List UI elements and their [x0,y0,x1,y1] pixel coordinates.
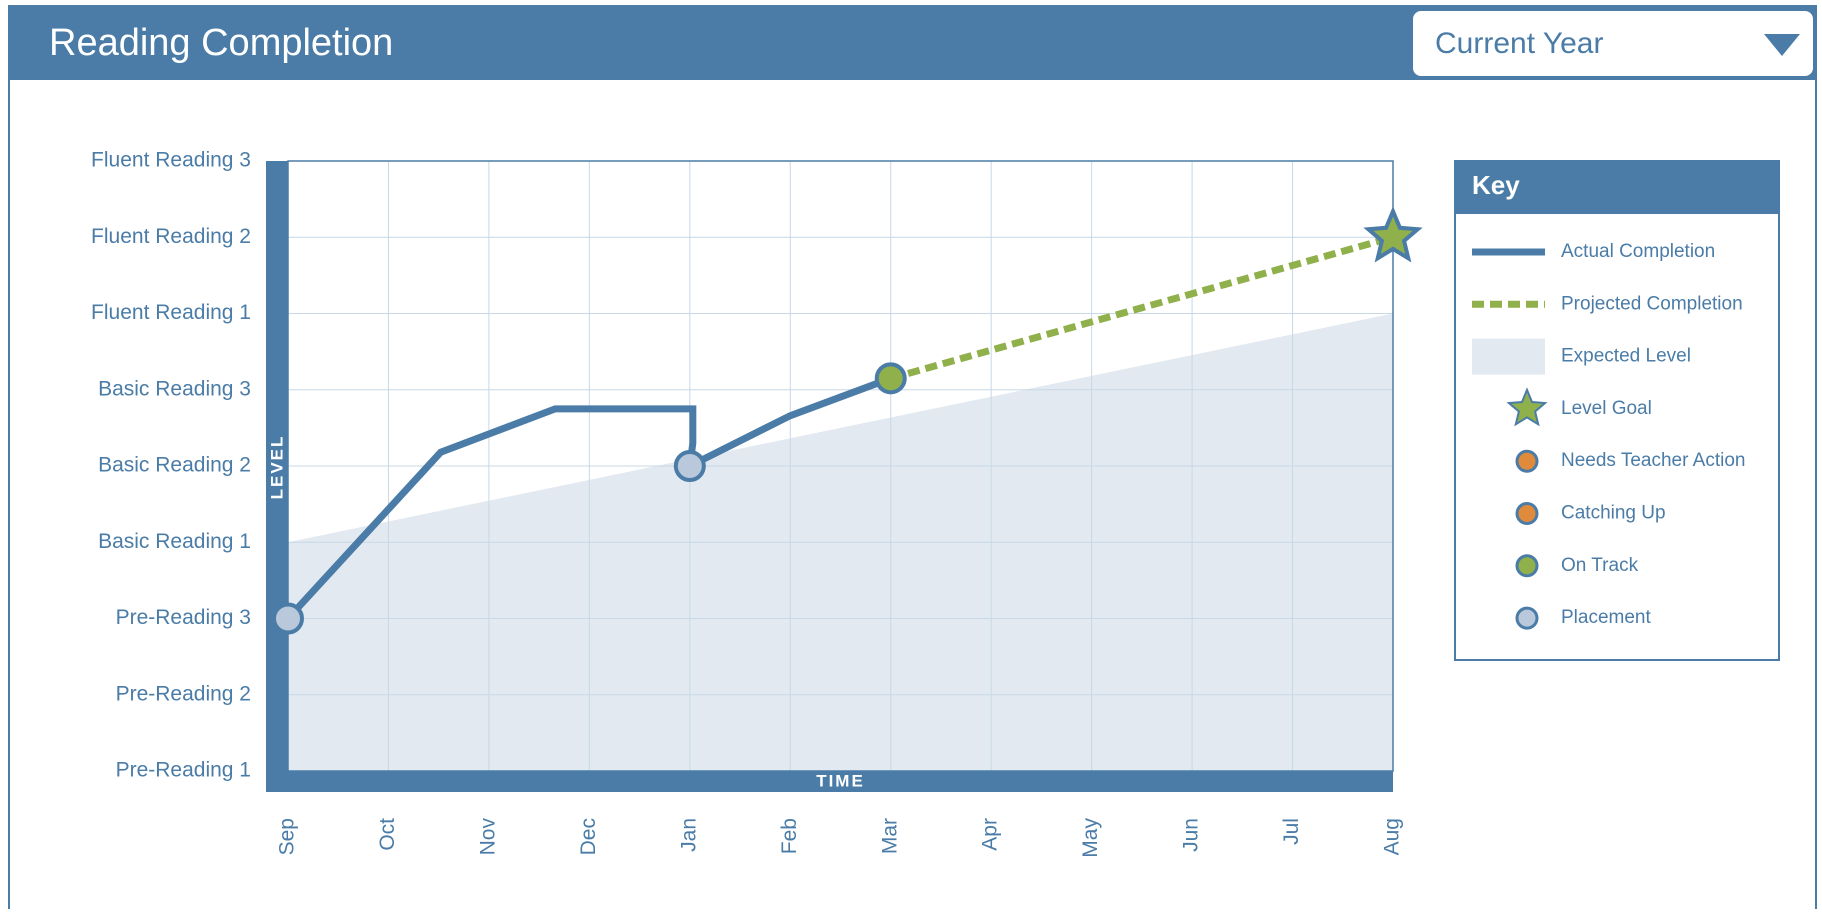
y-tick-label: Fluent Reading 1 [91,301,251,324]
legend-label: Placement [1561,607,1651,628]
legend-swatch [1515,502,1539,525]
x-tick-label: Dec [577,818,600,855]
dropdown-box[interactable] [1413,11,1813,76]
legend-label: Level Goal [1561,398,1652,419]
goal-star [1363,206,1423,263]
x-axis-label: TIME [816,771,865,790]
x-tick-label: Sep [276,818,299,855]
legend-swatch [1515,449,1539,473]
dropdown-arrow[interactable] [1764,34,1800,56]
status-point [272,602,304,635]
legend-label: Expected Level [1561,346,1691,367]
actual-line [285,375,892,621]
legend-header [1455,161,1779,214]
x-tick-label: May [1079,818,1102,858]
legend-label: Actual Completion [1561,241,1715,262]
legend-swatch [1472,338,1545,375]
x-tick-label: Oct [376,818,399,851]
x-tick-label: Jul [1280,818,1303,845]
title: Reading Completion [49,22,393,64]
x-axis-bar [288,771,1393,792]
status-point [673,450,706,482]
y-tick-label: Basic Reading 3 [98,377,251,400]
status-point [874,362,907,395]
y-tick-label: Fluent Reading 2 [91,225,251,248]
legend-title: Key [1472,170,1520,200]
legend-label: Projected Completion [1561,293,1743,314]
x-tick-label: Apr [979,818,1002,851]
y-tick-label: Basic Reading 2 [98,454,251,477]
y-tick-label: Fluent Reading 3 [91,149,251,172]
legend-label: Catching Up [1561,503,1666,524]
x-tick-label: Jun [1180,818,1203,852]
x-tick-label: Jan [677,818,700,852]
x-tick-label: Feb [778,818,801,854]
projected-line [889,233,1394,382]
x-tick-label: Aug [1381,818,1404,855]
x-tick-label: Mar [878,818,901,854]
y-axis-bar [266,161,288,792]
legend-swatch [1515,606,1539,630]
legend-swatch [1506,387,1548,427]
x-tick-label: Nov [476,818,499,856]
legend-swatch [1515,554,1539,578]
dropdown-label[interactable]: Current Year [1435,27,1603,60]
legend-label: On Track [1561,555,1639,576]
legend-box [1454,160,1780,661]
y-axis-label: LEVEL [267,435,286,500]
y-tick-label: Pre-Reading 3 [116,606,251,629]
legend-label: Needs Teacher Action [1561,450,1746,471]
y-tick-label: Pre-Reading 1 [116,759,251,782]
dropdown[interactable]: Current Year [1413,11,1813,76]
y-tick-label: Basic Reading 1 [98,530,251,553]
y-tick-label: Pre-Reading 2 [116,682,251,705]
